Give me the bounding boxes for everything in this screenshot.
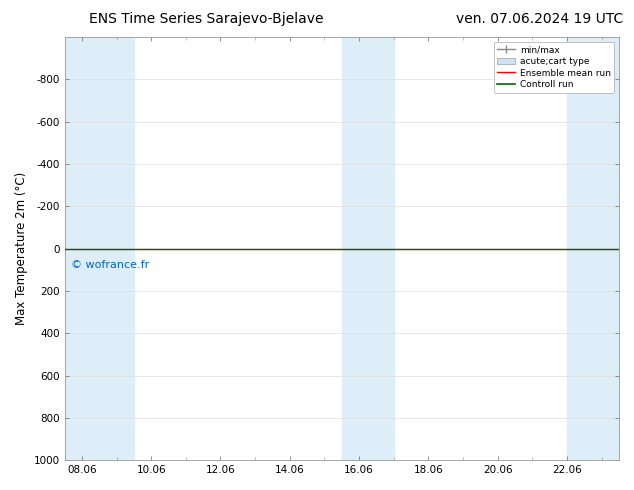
Text: © wofrance.fr: © wofrance.fr: [72, 260, 150, 270]
Bar: [567, 37, 619, 460]
Bar: [65, 37, 134, 460]
Y-axis label: Max Temperature 2m (°C): Max Temperature 2m (°C): [15, 172, 28, 325]
Legend: min/max, acute;cart type, Ensemble mean run, Controll run: min/max, acute;cart type, Ensemble mean …: [494, 42, 614, 93]
Text: ven. 07.06.2024 19 UTC: ven. 07.06.2024 19 UTC: [456, 12, 624, 26]
Bar: [342, 37, 394, 460]
Text: ENS Time Series Sarajevo-Bjelave: ENS Time Series Sarajevo-Bjelave: [89, 12, 323, 26]
